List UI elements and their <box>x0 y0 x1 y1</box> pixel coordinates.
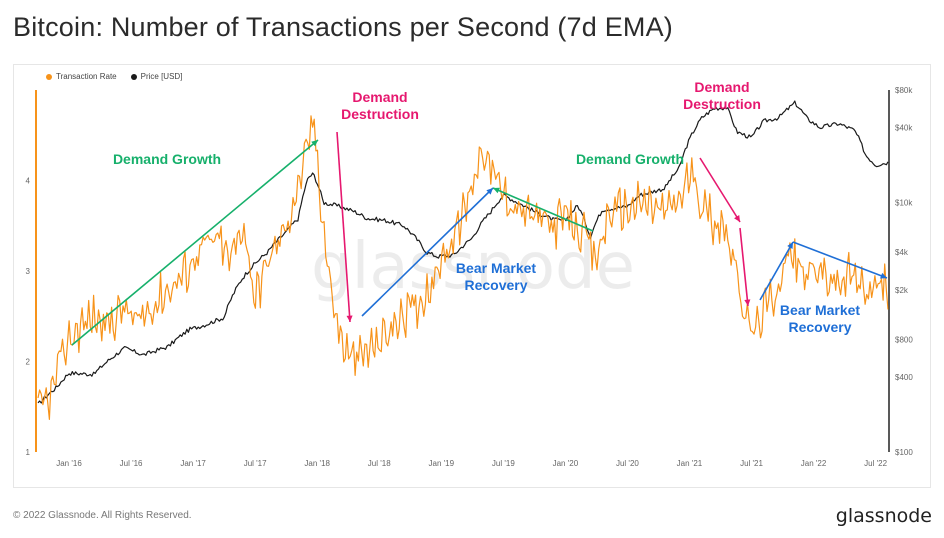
legend-item-rate[interactable]: Transaction Rate <box>46 72 117 81</box>
annotation-label: Demand Growth <box>576 151 684 167</box>
annotation-arrow <box>336 131 351 323</box>
y-right-tick-label: $10k <box>895 199 913 208</box>
copyright: © 2022 Glassnode. All Rights Reserved. <box>13 510 192 521</box>
x-tick-label: Jul '18 <box>368 459 391 468</box>
price-dot-icon <box>130 73 137 80</box>
annotation-label: Demand Growth <box>113 151 221 167</box>
annotation-label: Recovery <box>464 277 527 293</box>
x-tick-label: Jan '18 <box>304 459 330 468</box>
y-right-tick-label: $4k <box>895 248 909 257</box>
x-tick-label: Jan '17 <box>180 459 206 468</box>
annotation-label: Destruction <box>341 106 419 122</box>
arrowhead-icon <box>493 187 500 194</box>
annotation-label: Demand <box>352 89 407 105</box>
y-left-tick-label: 1 <box>26 448 31 457</box>
legend: Transaction Rate Price [USD] <box>46 72 182 81</box>
arrowhead-icon <box>787 242 793 249</box>
y-left-tick-label: 4 <box>26 177 31 186</box>
y-right-tick-label: $400 <box>895 373 913 382</box>
annotation-label: Recovery <box>788 319 851 335</box>
y-right-tick-label: $80k <box>895 86 913 95</box>
rate-dot-icon <box>46 73 52 80</box>
annotation-arrow <box>759 241 794 301</box>
x-tick-label: Jul '21 <box>740 459 763 468</box>
y-left-tick-label: 2 <box>26 358 31 367</box>
arrowhead-icon <box>744 299 751 306</box>
annotation-label: Bear Market <box>456 260 536 276</box>
annotation-arrow <box>792 241 888 279</box>
x-tick-label: Jul '16 <box>120 459 143 468</box>
x-tick-label: Jul '17 <box>244 459 267 468</box>
annotation-arrow <box>492 187 594 232</box>
brand-logo: glassnode <box>835 505 932 527</box>
arrowhead-icon <box>311 140 318 147</box>
legend-label: Transaction Rate <box>56 72 117 81</box>
x-tick-label: Jan '16 <box>56 459 82 468</box>
series-line-transaction-rate <box>37 115 889 420</box>
x-tick-label: Jul '22 <box>864 459 887 468</box>
y-right-tick-label: $2k <box>895 286 909 295</box>
series-line-price-usd- <box>37 100 889 404</box>
annotation-arrow <box>361 187 494 317</box>
x-tick-label: Jul '20 <box>616 459 639 468</box>
legend-label: Price [USD] <box>140 72 183 81</box>
annotation-arrow <box>699 157 741 223</box>
chart-frame <box>13 64 931 488</box>
x-tick-label: Jan '19 <box>429 459 455 468</box>
arrowhead-icon <box>734 215 740 222</box>
annotation-label: Demand <box>694 79 749 95</box>
arrowhead-icon <box>880 272 887 279</box>
arrowhead-icon <box>346 315 353 322</box>
y-right-tick-label: $800 <box>895 335 913 344</box>
x-tick-label: Jan '21 <box>677 459 703 468</box>
arrowhead-icon <box>486 188 493 195</box>
annotation-arrow <box>739 227 749 307</box>
y-right-tick-label: $100 <box>895 448 913 457</box>
x-tick-label: Jul '19 <box>492 459 515 468</box>
annotation-arrow <box>71 139 319 346</box>
x-tick-label: Jan '20 <box>553 459 579 468</box>
legend-item-price[interactable]: Price [USD] <box>130 72 183 81</box>
chart-title: Bitcoin: Number of Transactions per Seco… <box>13 12 673 42</box>
y-right-tick-label: $40k <box>895 124 913 133</box>
annotation-label: Bear Market <box>780 302 860 318</box>
x-tick-label: Jan '22 <box>801 459 827 468</box>
annotation-label: Destruction <box>683 96 761 112</box>
y-left-tick-label: 3 <box>26 267 31 276</box>
